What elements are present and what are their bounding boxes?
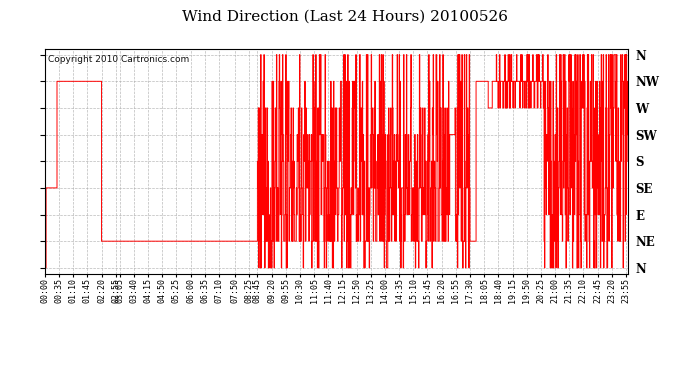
- Text: Copyright 2010 Cartronics.com: Copyright 2010 Cartronics.com: [48, 56, 189, 64]
- Text: Wind Direction (Last 24 Hours) 20100526: Wind Direction (Last 24 Hours) 20100526: [182, 9, 508, 23]
